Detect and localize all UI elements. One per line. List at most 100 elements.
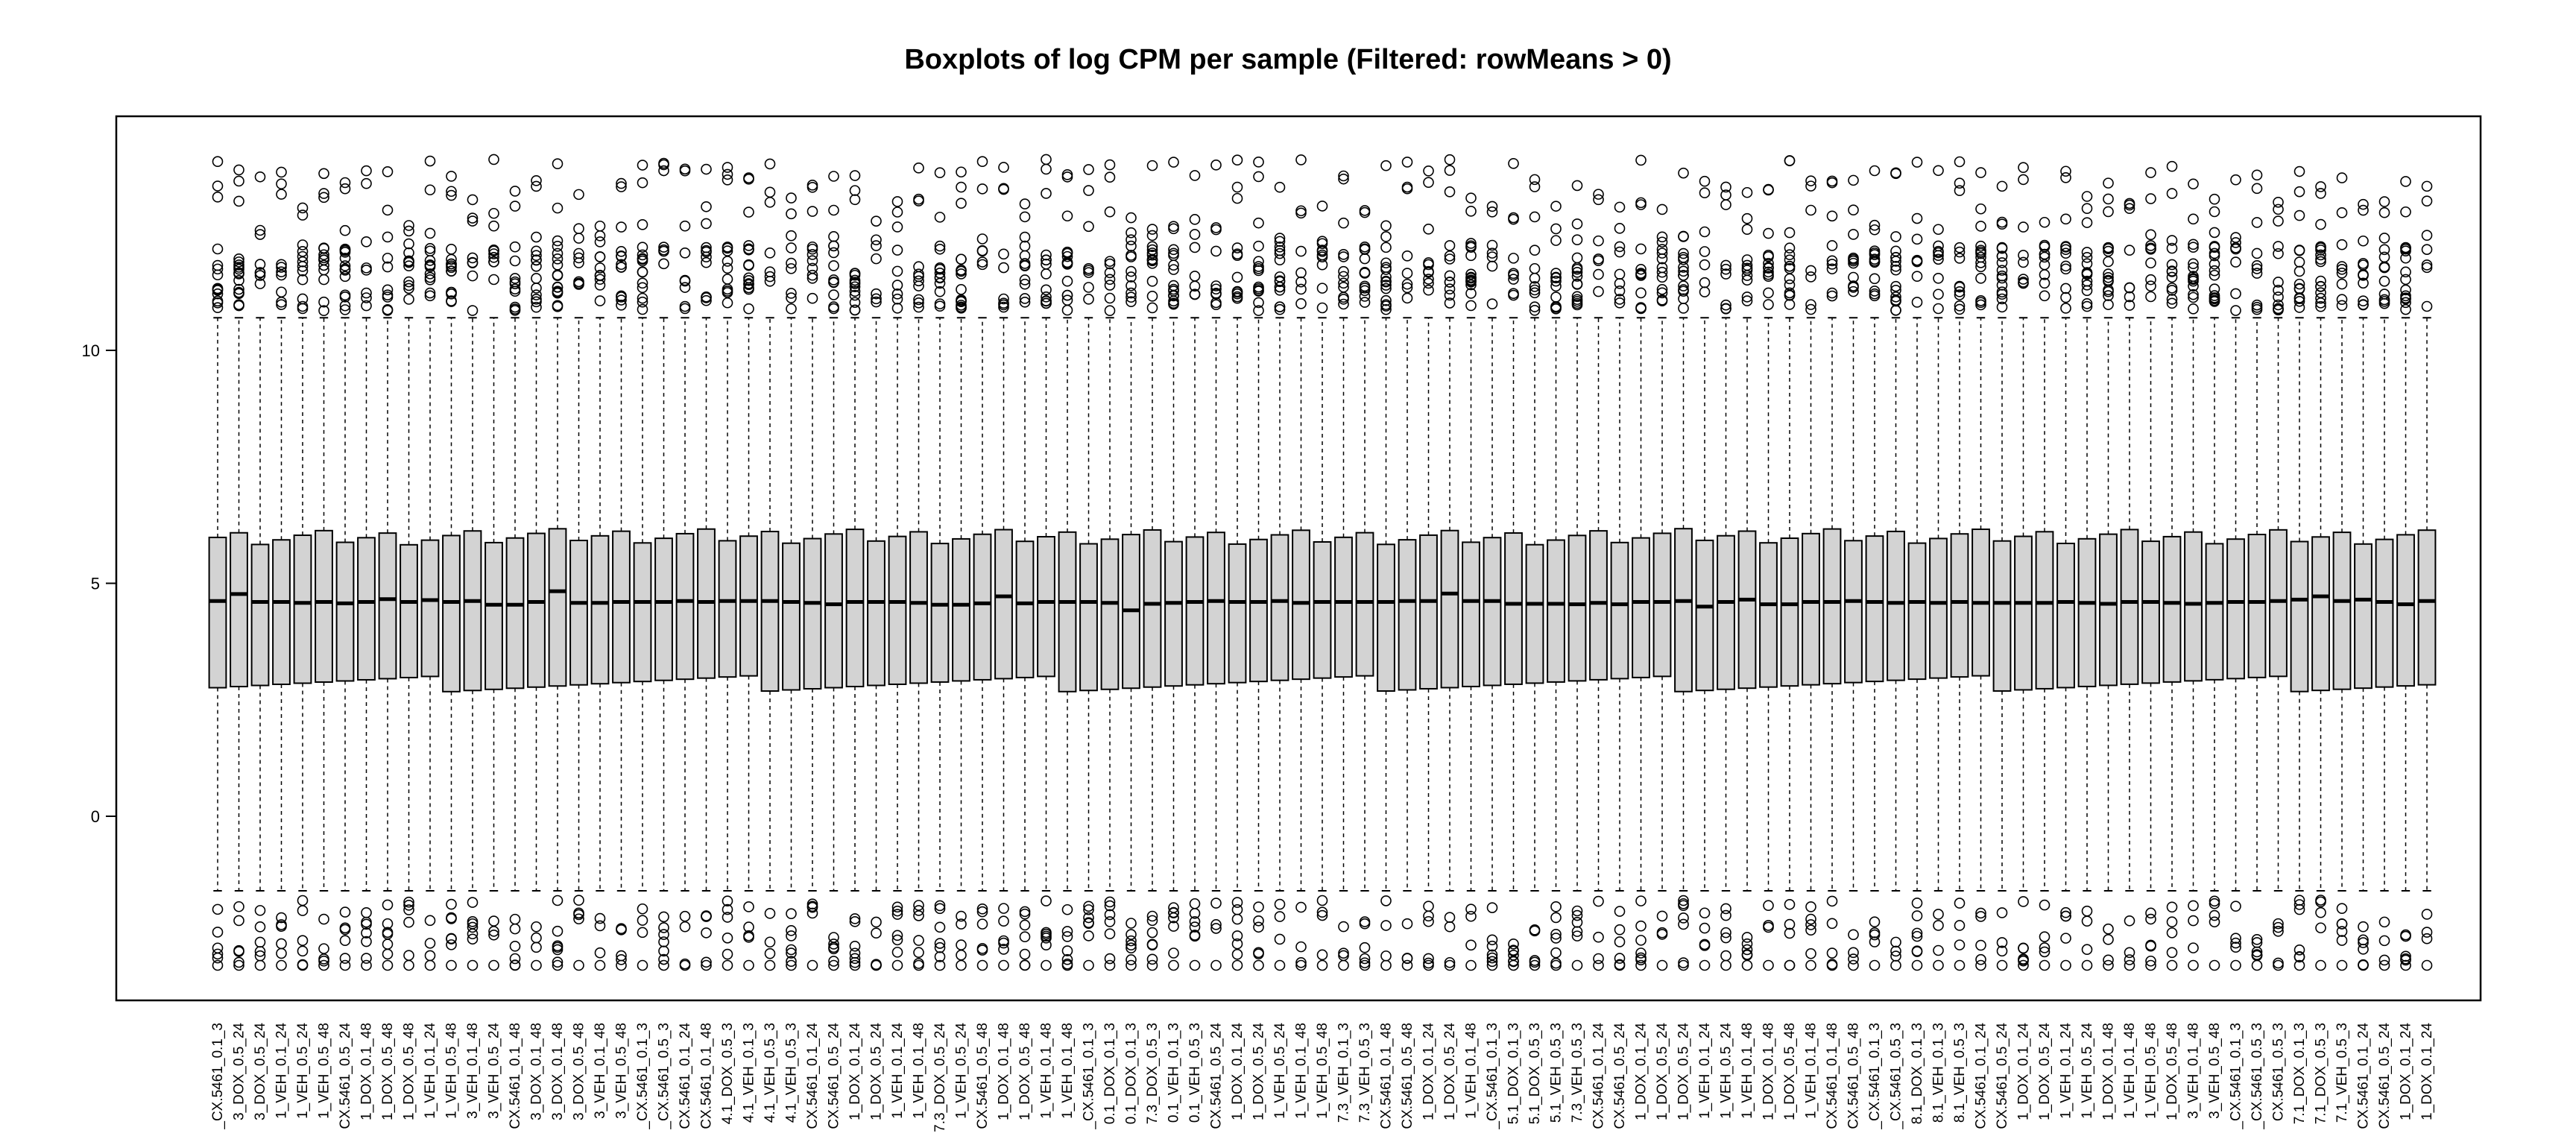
outlier-point bbox=[956, 253, 967, 265]
outlier-point bbox=[318, 955, 329, 967]
outlier-point bbox=[594, 262, 606, 274]
outlier-point bbox=[1954, 177, 1966, 189]
outlier-point bbox=[1975, 953, 1986, 965]
box-rect bbox=[1377, 543, 1395, 692]
outlier-point bbox=[531, 289, 542, 300]
outlier-point bbox=[2081, 905, 2093, 917]
outlier-point bbox=[1529, 956, 1541, 968]
outlier-point bbox=[1083, 917, 1094, 928]
box-rect bbox=[1992, 540, 2012, 692]
outlier-point bbox=[998, 248, 1009, 260]
outlier-point bbox=[1168, 921, 1179, 932]
outlier-point bbox=[828, 171, 839, 182]
outlier-point bbox=[552, 247, 564, 259]
outlier-point bbox=[1423, 265, 1434, 277]
outlier-point bbox=[403, 283, 414, 294]
outlier-point bbox=[2209, 258, 2220, 270]
outlier-point bbox=[1656, 204, 1668, 215]
outlier-point bbox=[1890, 304, 1901, 316]
outlier-point bbox=[339, 224, 351, 236]
outlier-point bbox=[531, 250, 542, 261]
outlier-point bbox=[764, 959, 776, 971]
outlier-point bbox=[1996, 959, 2008, 971]
outlier-point bbox=[276, 269, 287, 281]
outlier-point bbox=[2251, 949, 2263, 960]
outlier-point bbox=[2209, 290, 2220, 301]
outlier-point bbox=[891, 959, 903, 971]
box-5 bbox=[293, 202, 312, 971]
outlier-point bbox=[786, 303, 797, 315]
outlier-point bbox=[616, 291, 627, 303]
outlier-point bbox=[2103, 299, 2114, 310]
outlier-point bbox=[552, 286, 564, 298]
outlier-point bbox=[297, 293, 309, 305]
x-tick-label: CX.5461_0.1_48 bbox=[1825, 1023, 1840, 1129]
outlier-point bbox=[2230, 237, 2241, 248]
outlier-point bbox=[1720, 263, 1731, 275]
outlier-point bbox=[1189, 921, 1201, 933]
outlier-point bbox=[2039, 251, 2051, 263]
outlier-point bbox=[573, 233, 584, 244]
outlier-point bbox=[2039, 942, 2051, 953]
outlier-point bbox=[2166, 235, 2178, 246]
outlier-point bbox=[2166, 160, 2178, 172]
outlier-point bbox=[871, 927, 882, 939]
outlier-point bbox=[1550, 957, 1562, 969]
outlier-point bbox=[1231, 154, 1243, 166]
outlier-point bbox=[1401, 250, 1413, 262]
outlier-point bbox=[318, 249, 329, 261]
x-tick-label: 7.1_DOX_0.1_3 bbox=[2292, 1023, 2308, 1124]
outlier-point bbox=[2081, 247, 2093, 258]
outlier-point bbox=[871, 296, 882, 308]
outlier-point bbox=[361, 287, 372, 299]
outlier-point bbox=[1869, 959, 1881, 971]
outlier-point bbox=[1635, 947, 1647, 959]
box-6 bbox=[315, 168, 333, 971]
box-105 bbox=[2417, 180, 2437, 971]
outlier-point bbox=[1295, 267, 1307, 279]
box-99 bbox=[2290, 165, 2309, 971]
outlier-point bbox=[934, 938, 946, 949]
outlier-point bbox=[254, 171, 266, 183]
x-tick-label: 3_VEH_0.1_48 bbox=[593, 1023, 608, 1119]
box-rect bbox=[2141, 540, 2160, 684]
x-tick-label: 0.1_DOX_0.1_3 bbox=[1124, 1023, 1140, 1124]
outlier-point bbox=[849, 297, 861, 309]
x-tick-label: 1_VEH_0.1_48 bbox=[1464, 1023, 1480, 1119]
outlier-point bbox=[1083, 185, 1094, 196]
outlier-point bbox=[1848, 252, 1859, 264]
outlier-point bbox=[2421, 933, 2433, 944]
outlier-point bbox=[1019, 948, 1031, 960]
outlier-point bbox=[2018, 162, 2029, 173]
outlier-point bbox=[1253, 297, 1264, 309]
box-36 bbox=[952, 166, 970, 971]
outlier-point bbox=[1678, 270, 1689, 281]
outlier-point bbox=[2421, 909, 2433, 920]
x-tick-label: CX.5461_0.5_24 bbox=[1612, 1023, 1628, 1129]
outlier-point bbox=[1593, 953, 1604, 965]
outlier-point bbox=[2294, 959, 2305, 971]
outlier-point bbox=[2166, 927, 2178, 939]
x-tick-label: 3_VEH_0.1_48 bbox=[465, 1023, 481, 1119]
box-63 bbox=[1525, 174, 1544, 971]
outlier-point bbox=[1805, 913, 1816, 925]
outlier-point bbox=[998, 959, 1009, 971]
outlier-point bbox=[806, 898, 818, 910]
box-rect bbox=[760, 531, 780, 693]
outlier-point bbox=[1019, 240, 1031, 252]
outlier-point bbox=[1784, 918, 1796, 930]
outlier-point bbox=[1423, 165, 1434, 177]
outlier-point bbox=[1359, 205, 1371, 216]
outlier-point bbox=[1338, 281, 1349, 293]
outlier-point bbox=[1635, 154, 1647, 166]
outlier-point bbox=[1869, 273, 1881, 285]
outlier-point bbox=[1104, 280, 1116, 291]
outlier-point bbox=[1083, 904, 1094, 915]
outlier-point bbox=[1550, 947, 1562, 959]
box-65 bbox=[1568, 180, 1587, 971]
outlier-point bbox=[806, 181, 818, 193]
outlier-point bbox=[1656, 283, 1668, 295]
outlier-point bbox=[1295, 959, 1307, 971]
outlier-point bbox=[1146, 253, 1158, 265]
x-tick-label: CX.5461_0.5_48 bbox=[1400, 1023, 1415, 1129]
